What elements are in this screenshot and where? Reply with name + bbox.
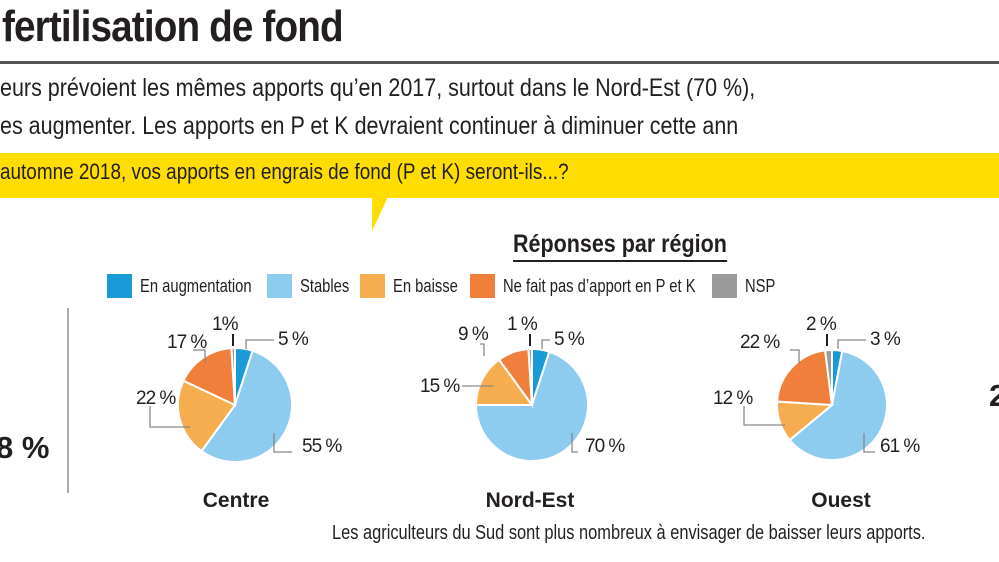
legend-item-nsp: NSP: [712, 274, 782, 298]
pie-slice-ne-fait-pas-d-apport-en-p-et-k: [776, 349, 834, 407]
lead-text-line-2: es augmenter. Les apports en P et K devr…: [0, 112, 739, 140]
data-label: 5 %: [554, 329, 585, 350]
legend-swatch: [712, 274, 737, 298]
data-label: 15 %: [420, 376, 460, 397]
question-banner: [0, 153, 999, 198]
leader-line: [571, 433, 578, 453]
caption: Les agriculteurs du Sud sont plus nombre…: [332, 522, 926, 544]
leader-line: [863, 433, 875, 453]
data-label: 70 %: [585, 436, 625, 457]
data-label: 9 %: [458, 324, 489, 345]
pie-nord-est: [474, 347, 589, 462]
legend-item-en-augmentation: En augmentation: [107, 274, 276, 298]
leader-line: [743, 406, 785, 426]
pie-slice-en-baisse: [474, 358, 534, 406]
right-value: 2: [989, 378, 999, 413]
pie-slice-nsp: [527, 347, 533, 406]
question-text: automne 2018, vos apports en engrais de …: [0, 159, 569, 184]
leader-line: [541, 339, 550, 349]
title-rule: [0, 61, 999, 64]
pie-centre: [177, 346, 293, 463]
region-name: Ouest: [811, 489, 871, 512]
pie-slice-nsp: [230, 346, 236, 406]
pie-slice-stables: [788, 349, 888, 461]
data-label: 3 %: [870, 329, 901, 350]
leader-line: [480, 343, 485, 356]
legend-label: En baisse: [393, 275, 458, 296]
lead-text-line-1: eurs prévoient les mêmes apports qu’en 2…: [0, 74, 756, 102]
data-label: 12 %: [713, 388, 753, 409]
legend-swatch: [267, 274, 292, 298]
leader-line: [245, 339, 274, 349]
pie-ouest: [776, 348, 888, 461]
legend-swatch: [107, 274, 132, 298]
data-label: 55 %: [302, 436, 342, 457]
data-label: 5 %: [278, 329, 309, 350]
page-title: fertilisation de fond: [2, 2, 344, 51]
data-label: 2 %: [806, 314, 837, 335]
leader-line: [149, 406, 190, 428]
legend-label: En augmentation: [140, 275, 252, 296]
data-label: 61 %: [880, 436, 920, 457]
legend-swatch: [360, 274, 385, 298]
region-name: Nord-Est: [486, 489, 575, 512]
legend-item-en-baisse: En baisse: [360, 274, 472, 298]
leader-line: [790, 349, 800, 363]
leader-line: [837, 339, 866, 349]
legend-swatch: [470, 274, 495, 298]
legend-label: Stables: [300, 275, 350, 296]
data-label: 1 %: [507, 314, 538, 335]
pie-slice-stables: [200, 349, 293, 463]
pie-slice-ne-fait-pas-d-apport-en-p-et-k: [182, 347, 237, 407]
data-label: 1%: [212, 314, 239, 335]
pie-slice-nsp: [823, 348, 833, 406]
data-label: 17 %: [167, 332, 207, 353]
legend-item-stables: Stables: [267, 274, 360, 298]
chart-title: Réponses par région: [513, 230, 727, 262]
left-value: 8 %: [0, 430, 50, 465]
leader-line: [273, 433, 292, 453]
question-banner-tail: [372, 197, 388, 231]
leader-line: [193, 349, 206, 363]
divider: [67, 308, 69, 493]
legend-label: Ne fait pas d’apport en P et K: [503, 275, 696, 296]
legend-item-ne-fait-pas: Ne fait pas d’apport en P et K: [470, 274, 738, 298]
data-label: 22 %: [136, 388, 176, 409]
data-label: 22 %: [740, 332, 780, 353]
legend-label: NSP: [745, 275, 776, 296]
region-name: Centre: [203, 489, 270, 512]
